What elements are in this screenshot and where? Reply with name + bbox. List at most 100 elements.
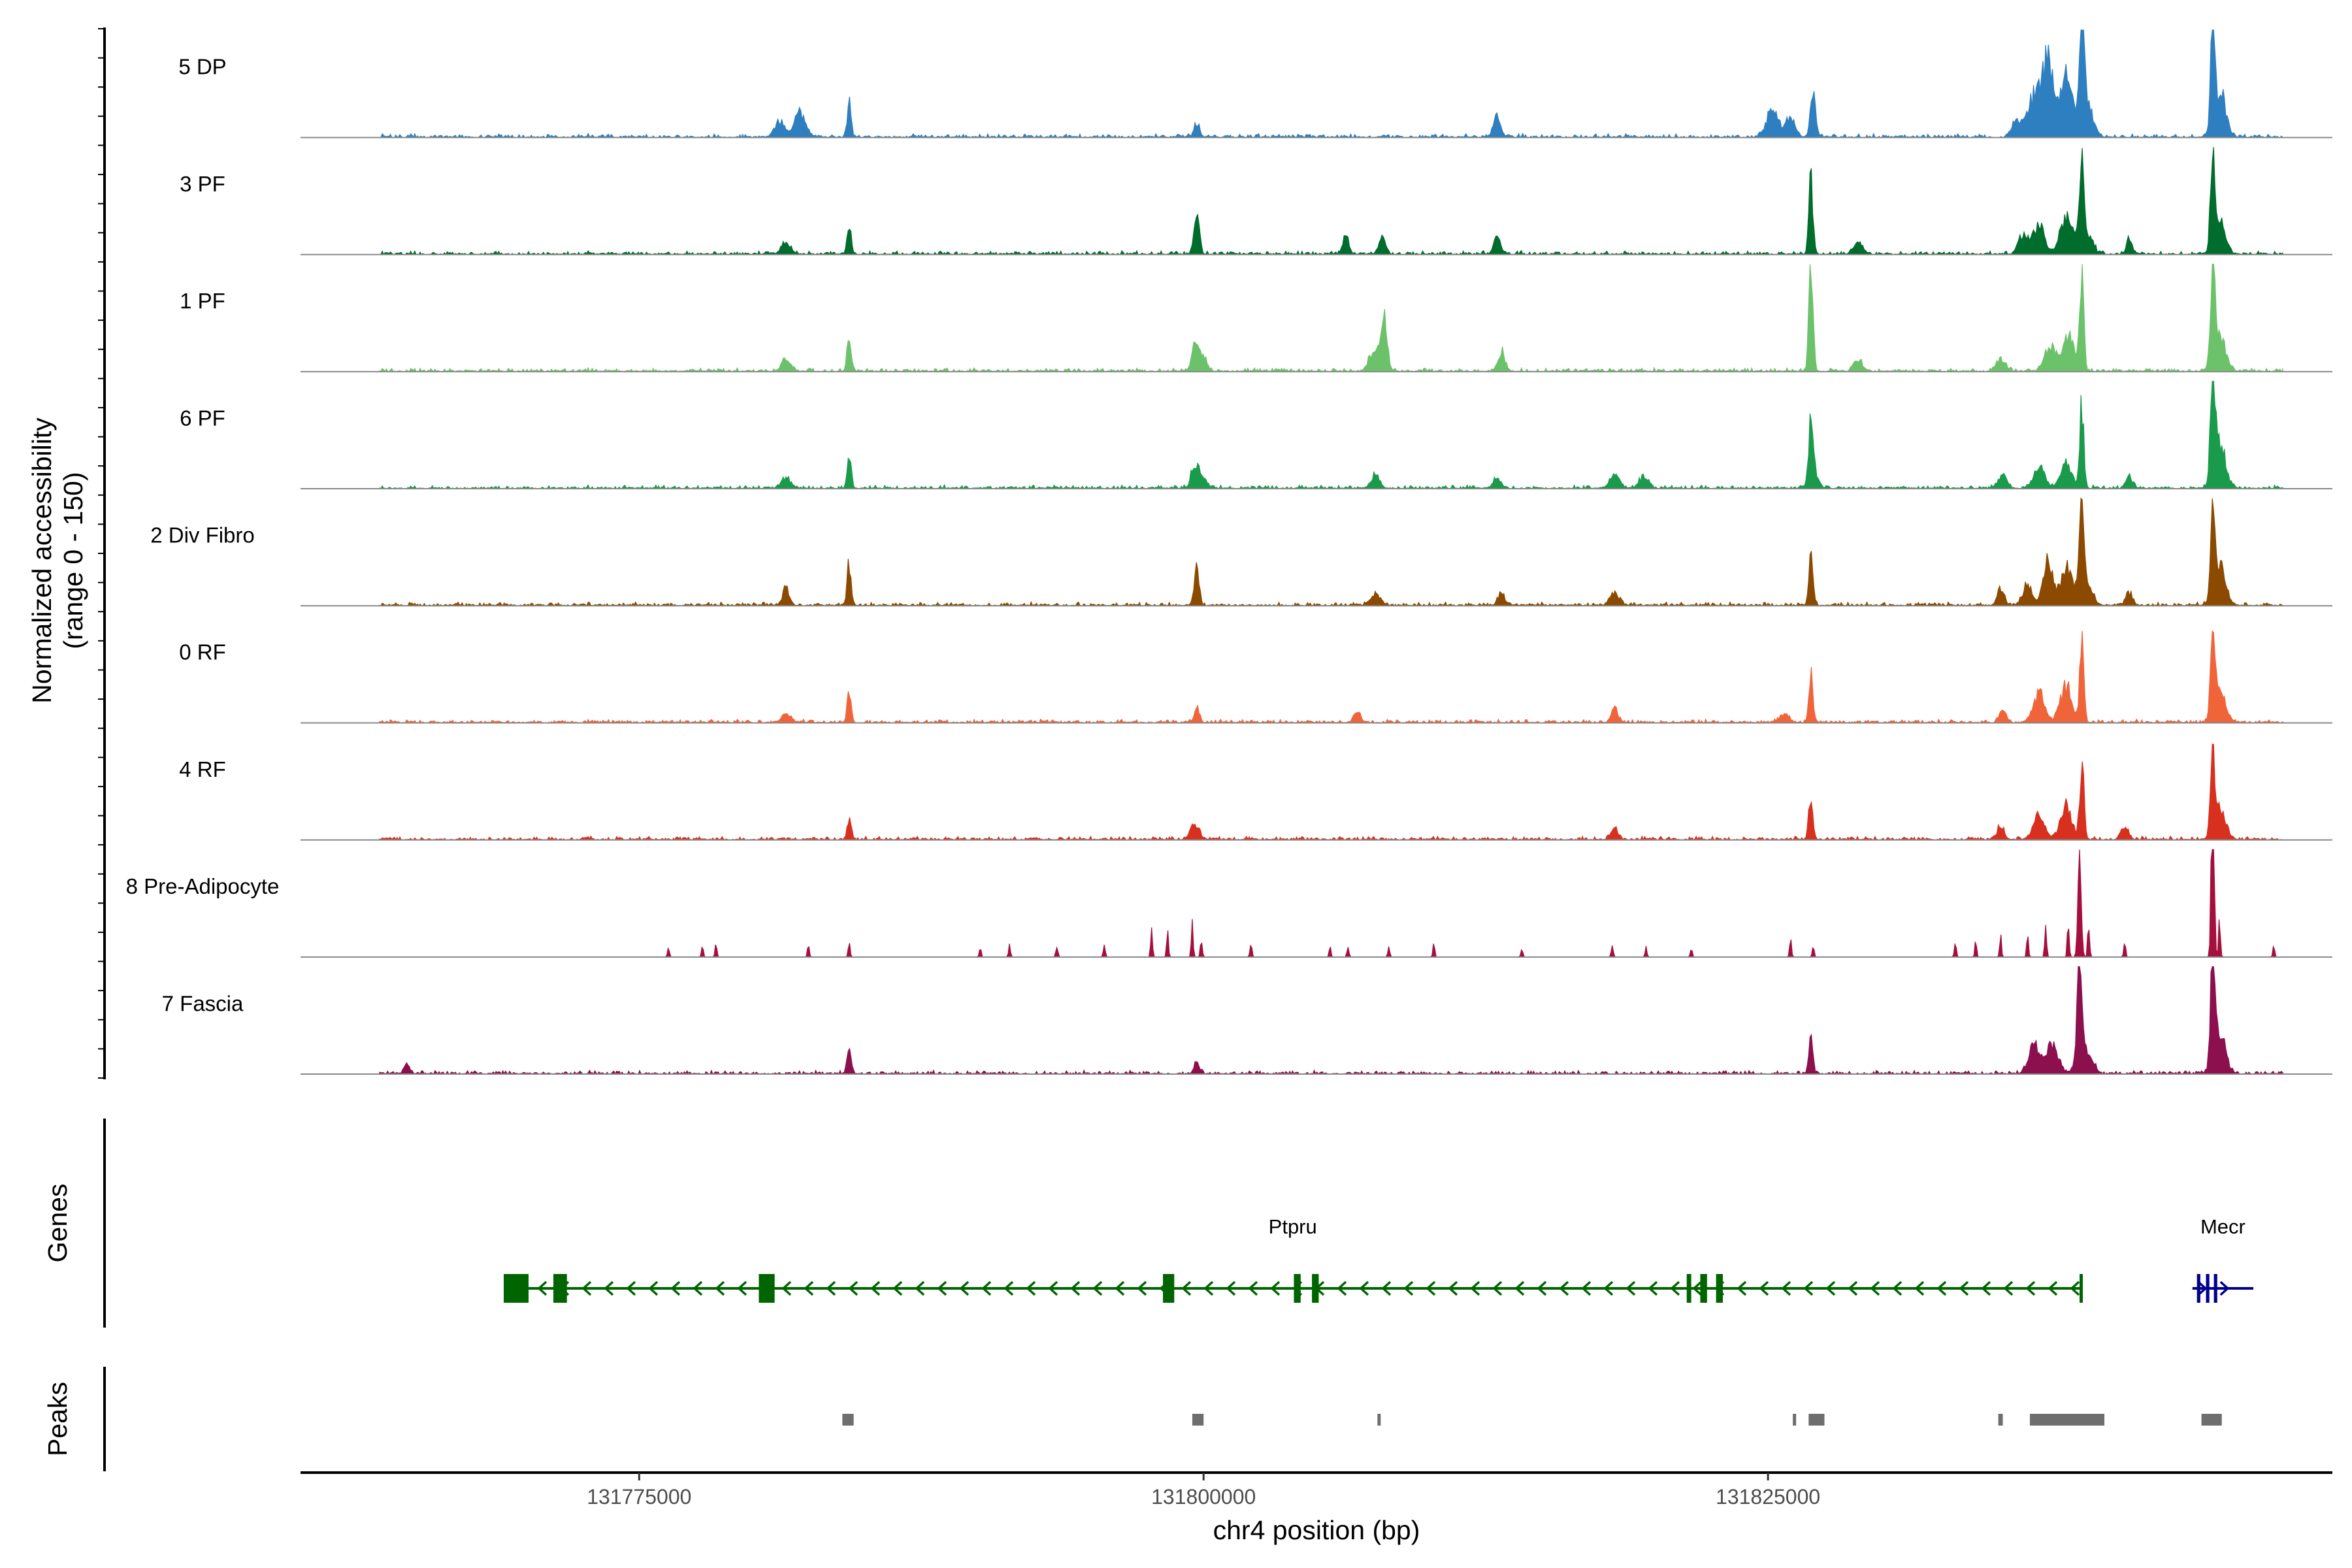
strand-chevron [1270,1281,1281,1296]
strand-chevron [1381,1281,1392,1296]
strand-chevron [1981,1281,1991,1296]
track-label: 1 PF [180,289,225,313]
gene-exon [2197,1274,2200,1303]
accessibility-area [379,966,2283,1075]
x-tick-label: 131800000 [1151,1485,1256,1509]
strand-chevron [1048,1281,1058,1296]
strand-chevron [2048,1281,2058,1296]
strand-chevron [804,1281,814,1296]
strand-chevron [1759,1281,1769,1296]
genes-track-title: Genes [42,1184,73,1263]
coverage-y-axis-title: Normalized accessibility [27,417,57,704]
strand-chevron [2197,1281,2208,1296]
strand-chevron [915,1281,925,1296]
gene-exon [2079,1274,2083,1303]
strand-chevron [1026,1281,1036,1296]
strand-chevron [1248,1281,1258,1296]
gene-exon [2206,1274,2210,1303]
strand-chevron [1492,1281,1503,1296]
strand-chevron [1203,1281,1214,1296]
strand-chevron [537,1281,547,1296]
strand-chevron [715,1281,725,1296]
accessibility-area [379,147,2283,255]
track-label: 8 Pre-Adipocyte [126,874,280,898]
strand-chevron [1448,1281,1458,1296]
strand-chevron [1870,1281,1880,1296]
strand-chevron [1559,1281,1569,1296]
strand-chevron [1403,1281,1414,1296]
strand-chevron [1514,1281,1525,1296]
gene-exon [504,1274,529,1303]
strand-chevron [1625,1281,1636,1296]
strand-chevron [1359,1281,1369,1296]
strand-chevron [2219,1281,2230,1296]
peak-track [842,1414,2222,1426]
peak-region [1998,1414,2003,1426]
strand-chevron [2025,1281,2036,1296]
strand-chevron [1914,1281,1925,1296]
x-axis-ticks: 131775000 131800000 131825000 [587,1473,1820,1509]
strand-chevron [693,1281,703,1296]
strand-chevron [1537,1281,1547,1296]
strand-chevron [826,1281,836,1296]
gene-model: Mecr [2192,1215,2254,1303]
strand-chevron [1670,1281,1680,1296]
x-axis-title: chr4 position (bp) [1213,1515,1420,1545]
strand-chevron [870,1281,881,1296]
strand-chevron [981,1281,992,1296]
accessibility-area [379,630,2283,724]
strand-chevron [1848,1281,1858,1296]
strand-chevron [1892,1281,1903,1296]
strand-chevron [781,1281,792,1296]
strand-chevron [1226,1281,1236,1296]
accessibility-area [379,381,2283,490]
strand-chevron [1181,1281,1192,1296]
gene-exon [759,1274,775,1303]
x-tick-label: 131825000 [1716,1485,1820,1509]
coverage-track: 4 RF [179,743,2332,841]
strand-chevron [2003,1281,2014,1296]
coverage-track: 5 DP [178,29,2332,139]
accessibility-area [379,743,2283,841]
strand-chevron [1781,1281,1791,1296]
gene-exon [1294,1274,1301,1303]
track-label: 4 RF [179,757,226,781]
gene-exon [1686,1274,1691,1303]
peak-region [1192,1414,1204,1426]
peak-region [2201,1414,2222,1426]
strand-chevron [1825,1281,1836,1296]
gene-exon [1163,1274,1175,1303]
strand-chevron [737,1281,747,1296]
strand-chevron [1426,1281,1436,1296]
peak-region [1793,1414,1797,1426]
gene-label: Ptpru [1269,1215,1317,1238]
accessibility-area [379,29,2283,139]
strand-chevron [648,1281,659,1296]
strand-chevron [892,1281,903,1296]
peak-region [2029,1414,2104,1426]
coverage-tracks: 5 DP 3 PF 1 PF 6 PF 2 Div Fibro 0 RF 4 RF 8 Pre… [126,29,2332,1075]
track-label: 6 PF [180,406,225,430]
strand-chevron [1070,1281,1081,1296]
strand-chevron [1737,1281,1747,1296]
accessibility-area [379,263,2283,373]
coverage-y-axis-subtitle: (range 0 - 150) [58,472,88,649]
strand-chevron [2070,1281,2080,1296]
strand-chevron [1603,1281,1614,1296]
strand-chevron [1692,1281,1703,1296]
strand-chevron [1137,1281,1147,1296]
coverage-track: 6 PF [180,381,2332,490]
strand-chevron [1936,1281,1947,1296]
strand-chevron [1648,1281,1658,1296]
strand-chevron [1803,1281,1814,1296]
coverage-track: 8 Pre-Adipocyte [126,849,2332,958]
peak-region [842,1414,854,1426]
peak-region [1808,1414,1825,1426]
strand-chevron [937,1281,947,1296]
coverage-y-ticks [98,28,105,1079]
gene-track: Ptpru Mecr [504,1215,2254,1303]
strand-chevron [848,1281,858,1296]
gene-exon [1716,1274,1723,1303]
strand-chevron [1470,1281,1480,1296]
